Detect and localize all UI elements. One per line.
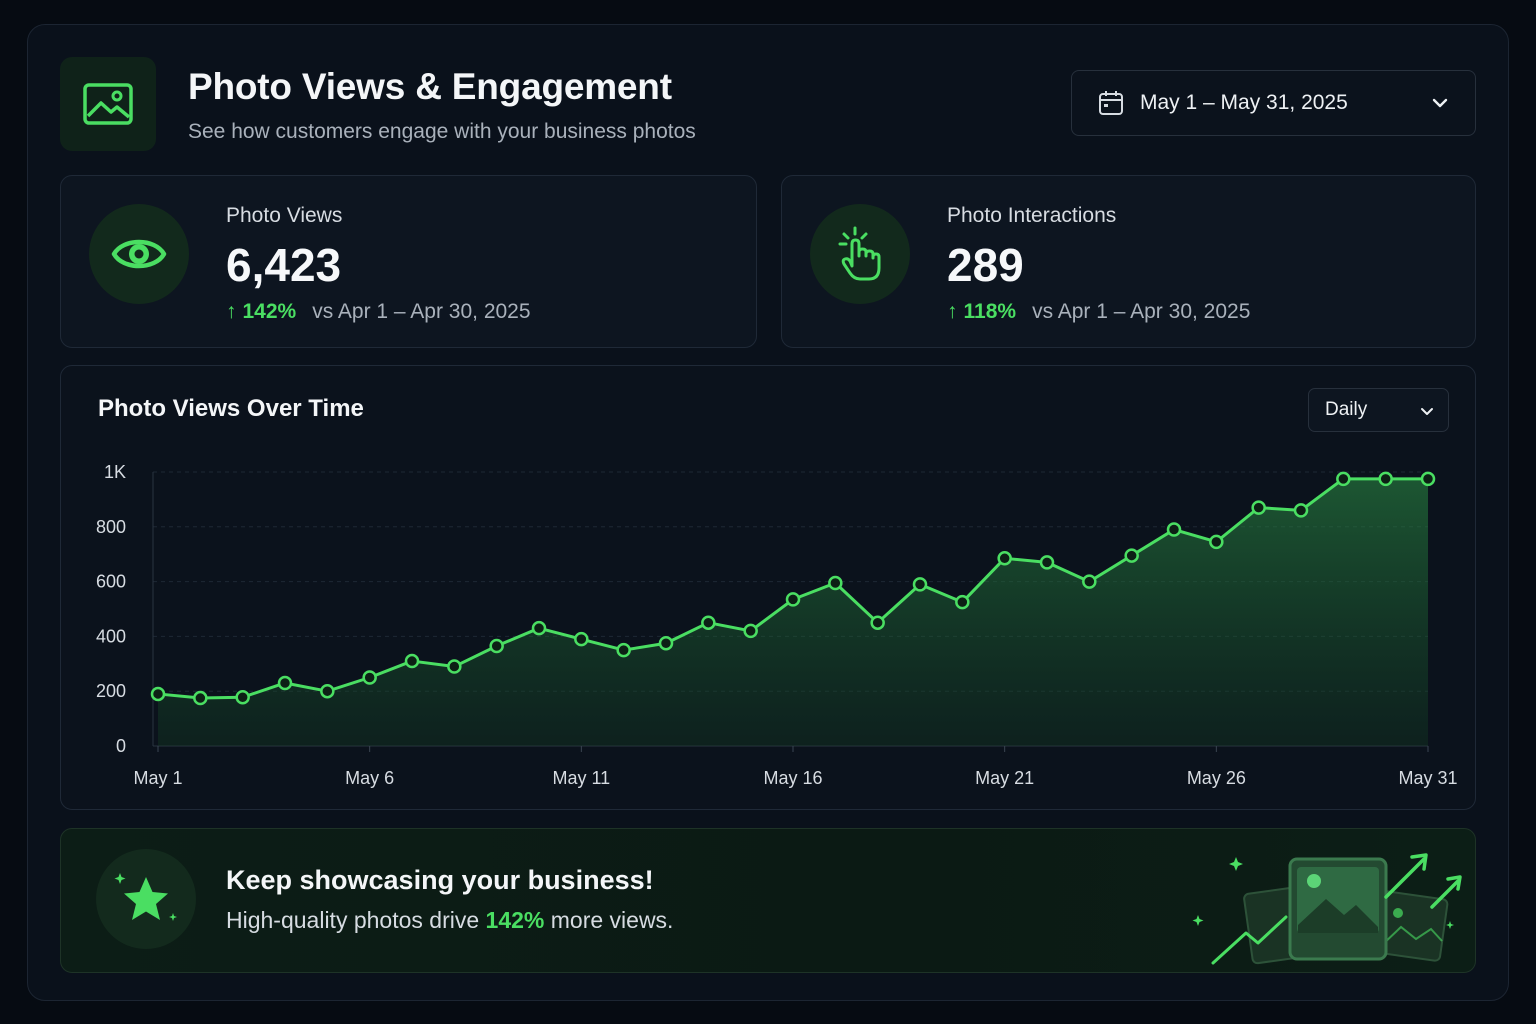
data-point bbox=[320, 683, 335, 699]
eye-icon bbox=[89, 204, 189, 304]
x-tick-label: May 21 bbox=[975, 768, 1034, 788]
stat-label: Photo Views bbox=[226, 204, 343, 227]
data-point bbox=[1336, 471, 1351, 487]
photos-growth-illustration bbox=[1192, 853, 1462, 965]
x-tick-label: May 16 bbox=[763, 768, 822, 788]
data-point bbox=[447, 659, 462, 674]
data-point bbox=[658, 636, 674, 651]
y-tick-label: 1K bbox=[104, 462, 126, 482]
data-point bbox=[362, 670, 377, 685]
arrow-up-icon: ↑ bbox=[226, 300, 237, 323]
promo-text-before: High-quality photos drive bbox=[226, 907, 486, 933]
chart-card: Photo Views Over Time Daily 0 200 400 600 80… bbox=[60, 365, 1476, 810]
data-point bbox=[1166, 522, 1182, 537]
x-tick-label: May 11 bbox=[552, 768, 610, 788]
data-point bbox=[955, 594, 970, 610]
page-subtitle: See how customers engage with your busin… bbox=[188, 120, 696, 143]
tap-hand-icon bbox=[810, 204, 910, 304]
promo-banner: Keep showcasing your business! High-qual… bbox=[60, 828, 1476, 973]
data-point bbox=[489, 638, 504, 654]
chevron-down-icon bbox=[1421, 408, 1433, 415]
promo-title: Keep showcasing your business! bbox=[226, 865, 654, 895]
stat-change: ↑ 142% vs Apr 1 – Apr 30, 2025 bbox=[226, 300, 531, 324]
change-percent: 142% bbox=[242, 300, 297, 323]
y-tick-label: 400 bbox=[96, 626, 126, 646]
star-icon bbox=[96, 849, 196, 949]
promo-highlight: 142% bbox=[485, 907, 545, 933]
y-tick-label: 0 bbox=[116, 736, 126, 756]
views-chart: 0 200 400 600 800 1K May 1 May 6 May 11 May 16 May… bbox=[96, 462, 1458, 788]
arrow-up-icon: ↑ bbox=[947, 300, 958, 323]
y-tick-label: 200 bbox=[96, 681, 126, 701]
comparison-period: vs Apr 1 – Apr 30, 2025 bbox=[312, 300, 531, 323]
photo-views-card: Photo Views 6,423 ↑ 142% vs Apr 1 – Apr … bbox=[60, 175, 757, 348]
data-point bbox=[1251, 500, 1266, 515]
interval-label: Daily bbox=[1325, 399, 1368, 420]
data-point bbox=[531, 620, 547, 636]
data-point bbox=[912, 577, 928, 592]
series-area bbox=[158, 478, 1428, 746]
data-point bbox=[1082, 574, 1097, 589]
calendar-icon bbox=[1099, 91, 1123, 115]
data-point bbox=[1420, 471, 1436, 487]
y-tick-label: 600 bbox=[96, 572, 126, 592]
x-tick-label: May 26 bbox=[1187, 768, 1246, 788]
data-point bbox=[574, 631, 589, 647]
x-tick-label: May 31 bbox=[1398, 768, 1457, 788]
promo-text: High-quality photos drive 142% more view… bbox=[226, 907, 673, 934]
stat-value: 6,423 bbox=[226, 239, 342, 291]
data-point bbox=[997, 551, 1012, 566]
data-point bbox=[193, 690, 208, 706]
chart-title: Photo Views Over Time bbox=[98, 395, 364, 422]
data-point bbox=[616, 642, 631, 658]
data-point bbox=[150, 686, 166, 702]
data-point bbox=[277, 675, 293, 691]
x-tick-label: May 1 bbox=[133, 768, 182, 788]
interval-select[interactable]: Daily bbox=[1308, 388, 1449, 432]
photo-interactions-card: Photo Interactions 289 ↑ 118% vs Apr 1 –… bbox=[781, 175, 1476, 348]
stat-label: Photo Interactions bbox=[947, 204, 1117, 227]
chevron-down-icon bbox=[1432, 98, 1448, 108]
data-point bbox=[1124, 548, 1139, 563]
promo-text-after: more views. bbox=[544, 907, 674, 933]
comparison-period: vs Apr 1 – Apr 30, 2025 bbox=[1032, 300, 1251, 323]
x-tick-label: May 6 bbox=[345, 768, 394, 788]
data-point bbox=[743, 623, 758, 639]
data-point bbox=[1209, 534, 1224, 550]
data-point bbox=[1293, 503, 1309, 518]
page-title: Photo Views & Engagement bbox=[188, 66, 672, 107]
image-icon bbox=[60, 57, 156, 151]
change-percent: 118% bbox=[963, 300, 1017, 323]
data-point bbox=[1378, 471, 1393, 487]
data-point bbox=[785, 592, 801, 607]
data-point bbox=[701, 615, 716, 630]
data-point bbox=[235, 689, 250, 705]
data-point bbox=[870, 615, 885, 630]
data-point bbox=[828, 575, 843, 591]
date-range-picker[interactable]: May 1 – May 31, 2025 bbox=[1071, 70, 1476, 136]
data-point bbox=[1039, 555, 1055, 570]
stat-change: ↑ 118% vs Apr 1 – Apr 30, 2025 bbox=[947, 300, 1250, 324]
data-point bbox=[404, 653, 420, 669]
y-tick-label: 800 bbox=[96, 517, 126, 537]
stat-value: 289 bbox=[947, 239, 1024, 291]
date-range-label: May 1 – May 31, 2025 bbox=[1140, 91, 1348, 114]
